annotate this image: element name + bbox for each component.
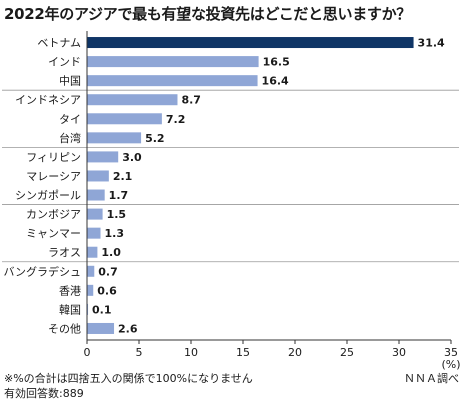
category-label-12: バングラデシュ (3, 264, 81, 278)
value-label-13: 0.6 (97, 284, 117, 297)
chart-title: 2022年のアジアで最も有望な投資先はどこだと思いますか？ (4, 5, 412, 23)
category-label-9: カンボジア (26, 208, 81, 221)
category-label-3: インドネシア (15, 94, 81, 107)
bar-15 (87, 322, 115, 334)
value-label-10: 1.3 (105, 227, 125, 240)
value-label-12: 0.7 (98, 265, 118, 278)
value-label-11: 1.0 (101, 246, 121, 259)
value-label-15: 2.6 (118, 322, 138, 335)
source-credit: ＮＮＡ調べ (404, 372, 459, 385)
bar-5 (87, 132, 142, 144)
bar-11 (87, 246, 98, 258)
bar-2 (87, 75, 258, 87)
x-tick-label-0: 0 (84, 346, 91, 359)
x-tick-label-1: 5 (136, 346, 143, 359)
category-label-2: 中国 (59, 75, 81, 88)
category-label-13: 香港 (59, 284, 81, 297)
bar-8 (87, 189, 105, 201)
bar-13 (87, 284, 94, 296)
value-label-7: 2.1 (113, 170, 133, 183)
category-label-0: ベトナム (37, 37, 81, 50)
category-label-11: ラオス (48, 246, 81, 259)
category-label-14: 韓国 (59, 303, 81, 316)
category-label-6: フィリピン (26, 151, 81, 164)
category-label-15: その他 (48, 322, 81, 335)
x-tick-label-5: 25 (340, 346, 354, 359)
category-label-10: ミャンマー (26, 227, 81, 240)
value-label-14: 0.1 (92, 303, 112, 316)
bar-3 (87, 94, 178, 106)
valid-responses: 有効回答数:889 (4, 387, 84, 400)
value-label-0: 31.4 (418, 37, 445, 50)
category-label-4: タイ (59, 113, 81, 126)
bar-12 (87, 265, 95, 277)
bar-0 (87, 37, 414, 49)
value-label-9: 1.5 (107, 208, 127, 221)
category-label-1: インド (48, 56, 81, 69)
value-label-8: 1.7 (109, 189, 128, 202)
value-label-4: 7.2 (166, 113, 186, 126)
bar-6 (87, 151, 119, 163)
bar-7 (87, 170, 109, 182)
category-label-8: シンガポール (15, 189, 81, 202)
x-unit-label: (%) (441, 358, 460, 371)
bar-1 (87, 56, 259, 68)
rounding-note: ※%の合計は四捨五入の関係で100%になりません (4, 372, 253, 385)
x-tick-label-4: 20 (288, 346, 302, 359)
x-tick-label-6: 30 (392, 346, 406, 359)
category-label-7: マレーシア (26, 170, 81, 183)
x-tick-label-7: 35 (444, 346, 458, 359)
value-label-3: 8.7 (181, 94, 201, 107)
bar-9 (87, 208, 103, 220)
value-label-6: 3.0 (122, 151, 142, 164)
value-label-1: 16.5 (263, 56, 290, 69)
value-label-2: 16.4 (262, 75, 289, 88)
x-tick-label-3: 15 (236, 346, 250, 359)
category-label-5: 台湾 (59, 131, 81, 145)
bar-10 (87, 227, 101, 239)
bar-14 (87, 303, 89, 315)
value-label-5: 5.2 (145, 132, 165, 145)
bar-4 (87, 113, 162, 125)
x-tick-label-2: 10 (184, 346, 198, 359)
